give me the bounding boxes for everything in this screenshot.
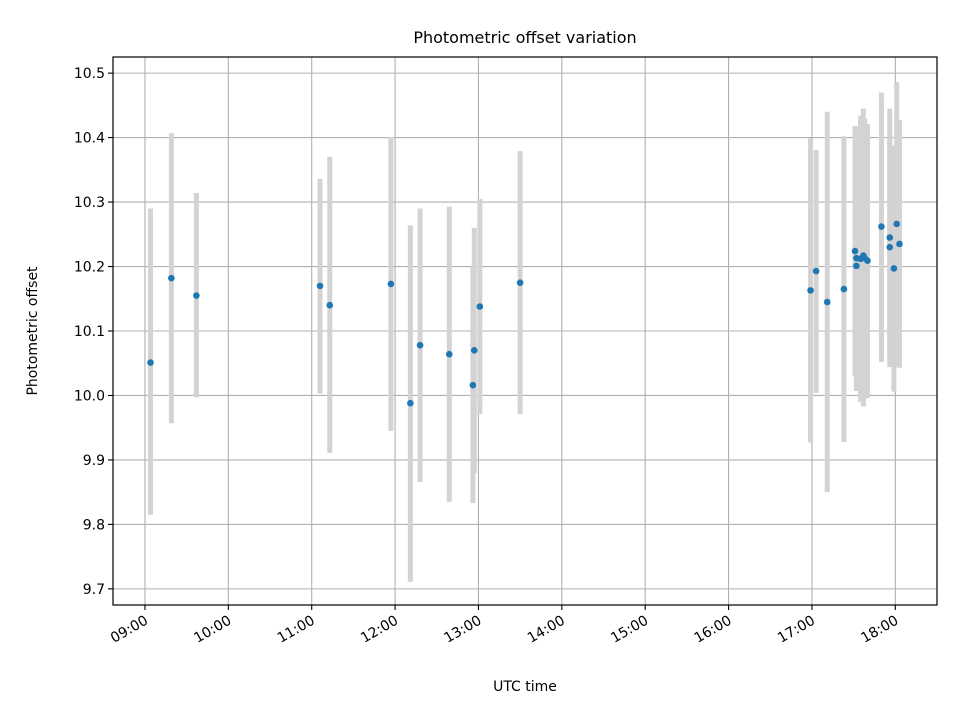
- y-tick-label: 9.7: [83, 582, 105, 598]
- data-point: [516, 279, 524, 286]
- data-point: [445, 350, 453, 358]
- data-points: [147, 220, 903, 407]
- data-point: [147, 359, 154, 366]
- y-tick-label: 10.2: [74, 260, 105, 276]
- data-point: [387, 280, 395, 288]
- data-point: [864, 257, 871, 265]
- x-axis-label: UTC time: [493, 679, 557, 695]
- chart-title: Photometric offset variation: [413, 28, 636, 47]
- y-tick-label: 10.0: [74, 388, 105, 404]
- y-tick-label: 10.3: [74, 195, 105, 211]
- data-point: [886, 234, 894, 241]
- data-point: [896, 240, 903, 248]
- y-tick-label: 9.9: [83, 453, 105, 469]
- y-axis-label: Photometric offset: [25, 266, 41, 396]
- y-tick-label: 10.1: [74, 324, 105, 340]
- data-point: [851, 247, 859, 255]
- data-point: [469, 381, 477, 389]
- data-point: [853, 262, 860, 270]
- data-point: [812, 267, 820, 275]
- data-point: [476, 303, 484, 310]
- data-point: [470, 347, 478, 354]
- data-point: [168, 274, 175, 282]
- data-point: [407, 399, 414, 407]
- data-point: [890, 265, 898, 272]
- data-point: [416, 341, 424, 349]
- data-point: [326, 301, 334, 309]
- data-point: [886, 243, 894, 251]
- data-point: [840, 285, 848, 293]
- y-tick-label: 10.5: [74, 66, 105, 82]
- y-axis-ticks: 9.7 9.8 9.9 10.0 10.1 10.2 10.3 10.4 10.5: [74, 66, 113, 598]
- data-point: [878, 223, 885, 230]
- data-point: [823, 298, 831, 306]
- y-tick-label: 10.4: [74, 131, 105, 147]
- data-point: [807, 287, 814, 294]
- data-point: [893, 220, 901, 228]
- y-tick-label: 9.8: [83, 517, 105, 533]
- data-point: [316, 282, 324, 290]
- data-point: [193, 292, 200, 299]
